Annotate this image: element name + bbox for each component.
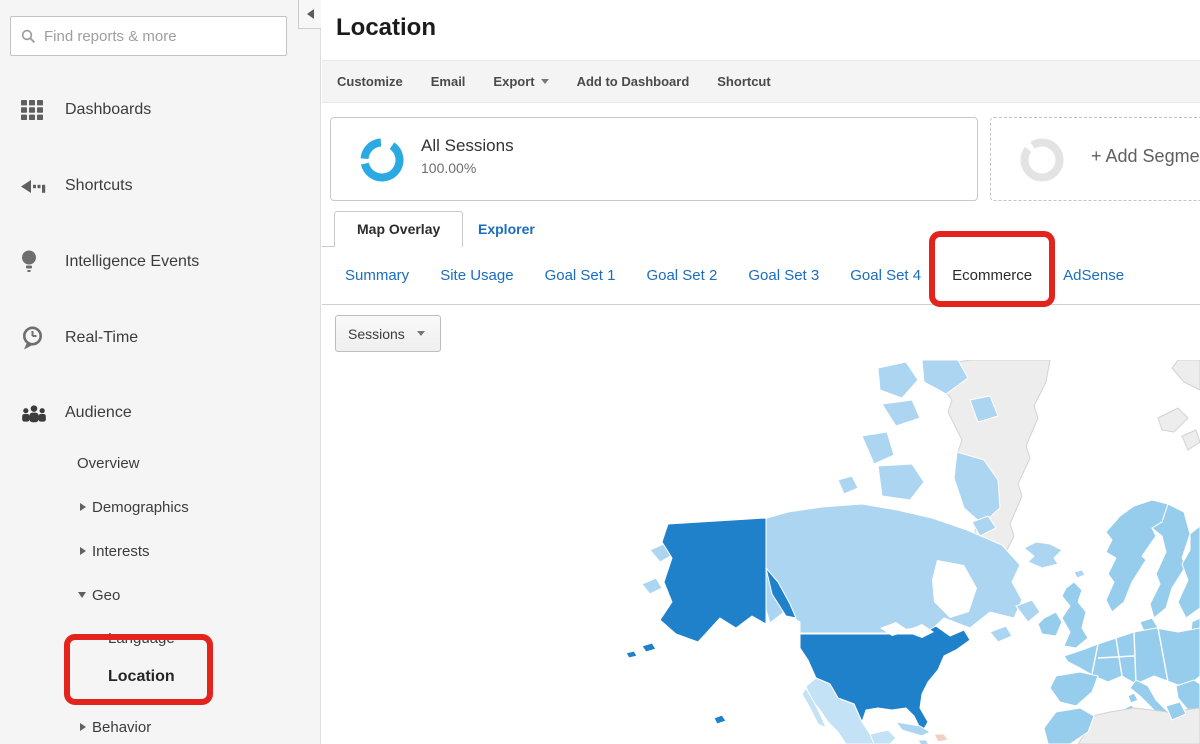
add-segment-label: + Add Segment (1091, 146, 1200, 166)
map-norway (1105, 499, 1169, 613)
sidebar-item-real-time[interactable]: Real-Time (0, 324, 300, 352)
sidebar: Dashboards Shortcuts Inte (0, 0, 321, 744)
sidebar-item-label: Shortcuts (65, 177, 133, 194)
geo-map[interactable] (322, 359, 1200, 744)
subtab-bar: Summary Site Usage Goal Set 1 Goal Set 2… (322, 231, 1200, 307)
collapse-left-icon (306, 9, 314, 19)
sidebar-item-behavior[interactable]: Behavior (80, 716, 151, 738)
export-button[interactable]: Export (493, 74, 549, 89)
map-morocco (1043, 707, 1095, 744)
sidebar-item-label: Intelligence Events (65, 253, 200, 270)
sidebar-item-intelligence-events[interactable]: Intelligence Events (0, 248, 300, 276)
map-finland (1177, 525, 1200, 619)
tab-map-overlay[interactable]: Map Overlay (334, 211, 464, 247)
segment-percent: 100.00% (421, 160, 477, 176)
customize-button[interactable]: Customize (337, 74, 403, 89)
dashboards-grid-icon (21, 100, 47, 120)
sidebar-item-location[interactable]: Location (64, 634, 213, 705)
email-button[interactable]: Email (430, 74, 466, 89)
subtab-goal-set-2[interactable]: Goal Set 2 (646, 267, 718, 284)
search-input[interactable] (44, 27, 276, 45)
metric-caret-icon (416, 331, 425, 336)
metric-selector-dropdown[interactable]: Sessions (335, 315, 441, 352)
subtab-summary[interactable]: Summary (345, 267, 410, 284)
report-main: Location Customize Email Export Add to D… (322, 0, 1200, 744)
sidebar-item-interests[interactable]: Interests (80, 540, 150, 562)
add-segment-donut-icon (1019, 137, 1065, 188)
subtab-goal-set-3[interactable]: Goal Set 3 (748, 267, 820, 284)
sidebar-item-audience[interactable]: Audience (0, 399, 300, 427)
search-icon (21, 29, 36, 43)
sidebar-item-language[interactable]: Language (108, 629, 175, 647)
map-north-africa (1077, 707, 1200, 744)
sidebar-item-overview[interactable]: Overview (77, 454, 140, 472)
all-sessions-segment[interactable]: All Sessions 100.00% (330, 117, 978, 201)
subtab-adsense[interactable]: AdSense (1063, 267, 1125, 284)
realtime-clock-icon (21, 326, 47, 350)
add-to-dashboard-button[interactable]: Add to Dashboard (576, 74, 690, 89)
sidebar-item-label: Real-Time (65, 329, 139, 346)
sidebar-collapse-button[interactable] (298, 0, 321, 29)
map-sweden (1149, 503, 1191, 619)
sidebar-item-label: Audience (65, 404, 132, 421)
subtab-site-usage[interactable]: Site Usage (440, 267, 514, 284)
world-map-svg (625, 359, 1200, 744)
shortcut-arrow-icon (21, 179, 47, 194)
chevron-right-icon (80, 723, 86, 731)
page-title: Location (336, 14, 436, 41)
chevron-right-icon (80, 503, 86, 511)
sidebar-item-geo[interactable]: Geo (78, 584, 120, 606)
subtab-ecommerce[interactable]: Ecommerce (929, 231, 1056, 307)
report-action-bar: Customize Email Export Add to Dashboard … (322, 60, 1200, 103)
sidebar-item-demographics[interactable]: Demographics (80, 496, 189, 518)
sidebar-item-dashboards[interactable]: Dashboards (0, 96, 300, 124)
map-ireland (1037, 611, 1063, 637)
chevron-right-icon (80, 547, 86, 555)
sidebar-item-label: Dashboards (65, 101, 152, 118)
sidebar-item-shortcuts[interactable]: Shortcuts (0, 172, 300, 200)
lightbulb-icon (21, 250, 47, 274)
subtab-goal-set-4[interactable]: Goal Set 4 (850, 267, 922, 284)
export-caret-icon (540, 79, 549, 84)
map-uk (1061, 581, 1089, 649)
audience-people-icon (21, 404, 47, 423)
map-iceland (1023, 541, 1063, 569)
all-sessions-donut-icon (359, 137, 405, 188)
tab-explorer[interactable]: Explorer (478, 221, 535, 237)
chevron-down-icon (78, 592, 86, 598)
tab-row-border (322, 246, 335, 247)
add-segment-button[interactable]: + Add Segment (990, 117, 1200, 201)
report-search[interactable] (10, 16, 287, 56)
subtab-goal-set-1[interactable]: Goal Set 1 (544, 267, 616, 284)
segment-name: All Sessions (421, 136, 514, 155)
map-spain (1049, 671, 1099, 707)
shortcut-button[interactable]: Shortcut (717, 74, 771, 89)
map-alaska (659, 517, 767, 643)
